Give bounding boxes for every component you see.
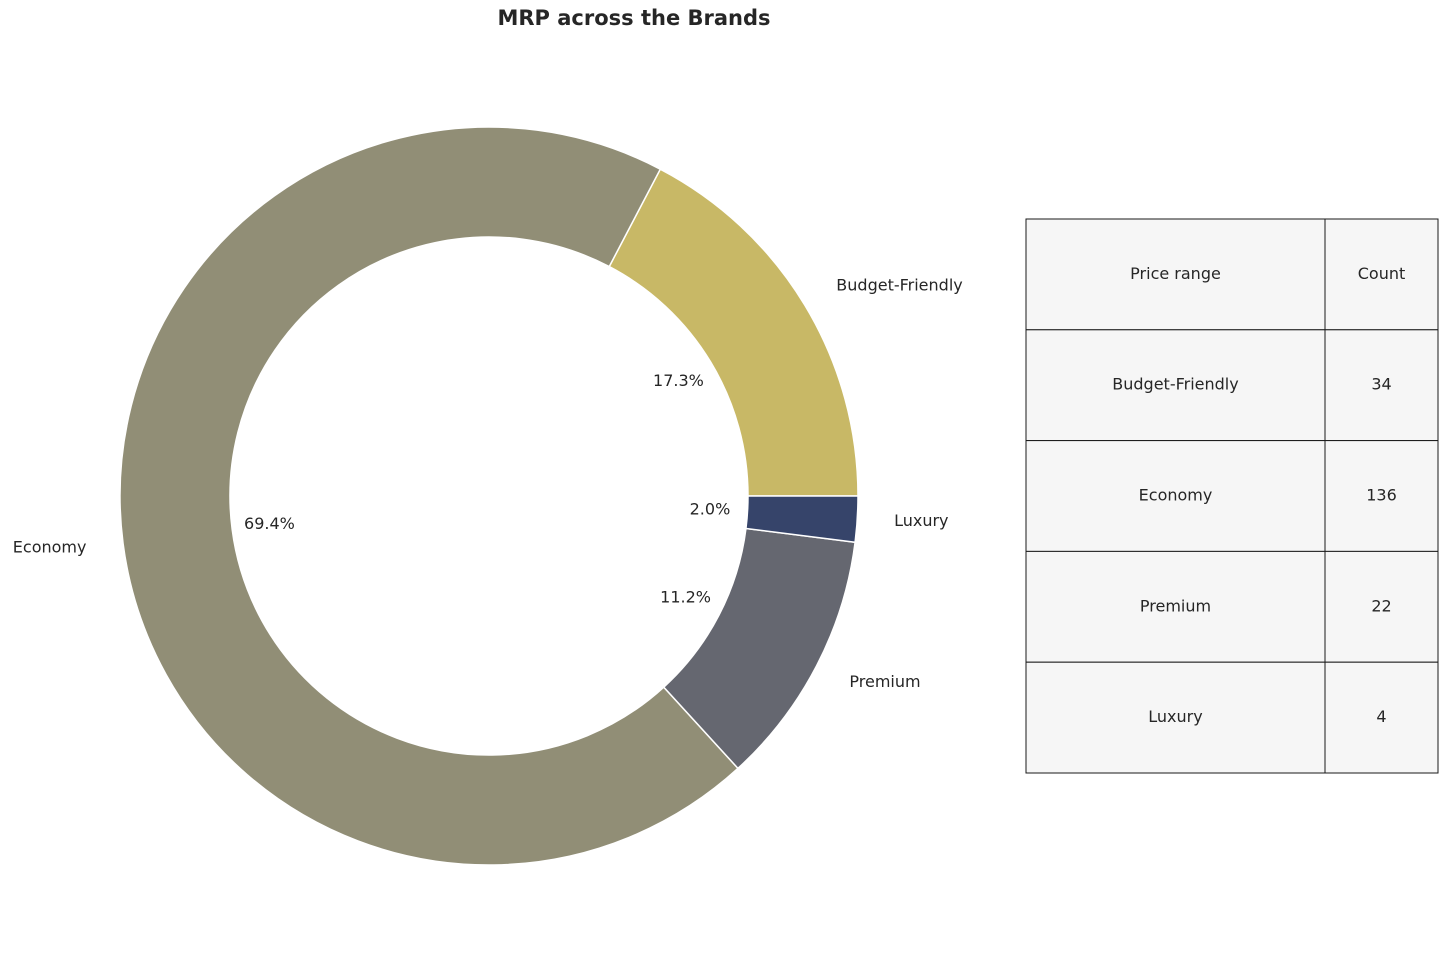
table-text: 4 bbox=[1376, 707, 1386, 726]
table-cell bbox=[1324, 329, 1439, 442]
table-cell bbox=[1025, 550, 1326, 663]
table-text: Economy bbox=[1139, 486, 1213, 505]
table-text: 136 bbox=[1366, 486, 1397, 505]
table-header: Count bbox=[1358, 264, 1406, 283]
table-cell bbox=[1025, 440, 1326, 552]
donut-slice bbox=[745, 495, 859, 544]
chart-title: MRP across the Brands bbox=[497, 6, 770, 30]
slice-label: Budget-Friendly bbox=[836, 275, 962, 294]
table-text: 34 bbox=[1371, 375, 1391, 394]
table-cell bbox=[1324, 550, 1439, 663]
donut-slice bbox=[608, 168, 859, 497]
table-cell bbox=[1324, 440, 1439, 552]
table-text: 22 bbox=[1371, 596, 1391, 615]
table-text: Budget-Friendly bbox=[1112, 375, 1238, 394]
table-cell bbox=[1025, 218, 1326, 331]
table-cell bbox=[1324, 661, 1439, 774]
table-cell bbox=[1324, 218, 1439, 331]
table-text: Luxury bbox=[1148, 707, 1202, 726]
table-text: Premium bbox=[1140, 596, 1211, 615]
table-cell bbox=[1025, 661, 1326, 774]
slice-label: Luxury bbox=[894, 511, 948, 530]
slice-label: Premium bbox=[849, 672, 920, 691]
value-label: 17.3% bbox=[653, 371, 704, 390]
table-header: Price range bbox=[1130, 264, 1221, 283]
value-label: 11.2% bbox=[660, 587, 711, 606]
slice-label: Economy bbox=[13, 538, 87, 557]
value-label: 69.4% bbox=[244, 514, 295, 533]
value-label: 2.0% bbox=[690, 499, 731, 518]
donut-slice bbox=[119, 126, 740, 866]
table-cell bbox=[1025, 329, 1326, 442]
